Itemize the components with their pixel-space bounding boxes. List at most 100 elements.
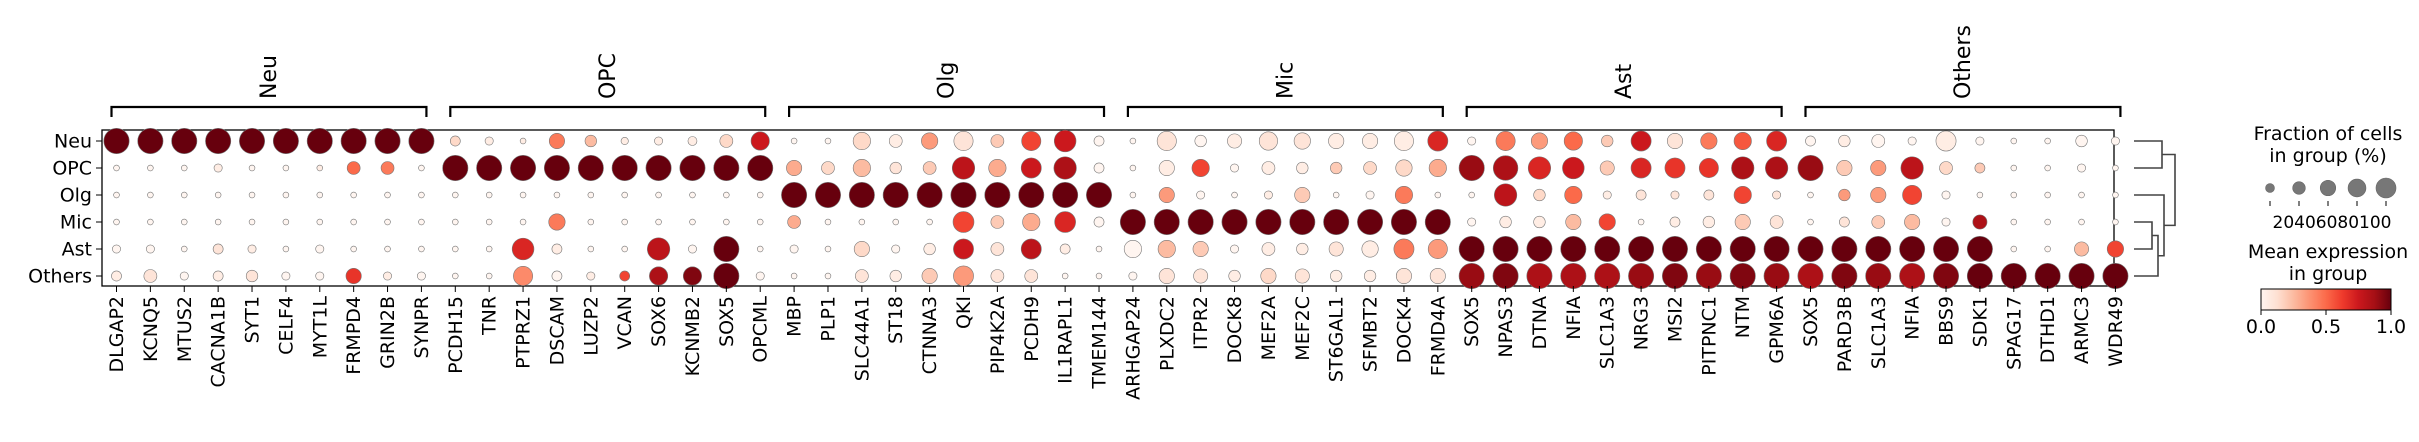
dot-neu-tmem144 [1093,135,1105,147]
dot-neu-slc1a3 [1601,134,1614,148]
dot-mic-msi2 [1669,216,1681,228]
dot-opc-sox5 [713,155,740,181]
dot-olg-spag17 [2010,191,2017,199]
dot-neu-slc1a3 [1871,134,1886,148]
dot-opc-sox5 [1458,155,1485,181]
dot-olg-dock8 [1231,191,1238,199]
dot-others-bbs9 [1933,263,1959,289]
dot-others-dock4 [1395,268,1412,284]
gene-label: PLXDC2 [1156,296,1178,371]
dot-mic-dscam [548,213,566,231]
dot-others-frmpd4 [345,268,362,284]
dot-ast-nfia [1899,236,1926,262]
gene-label: KCNQ5 [140,296,162,362]
size-legend-dot [2347,178,2367,198]
dot-opc-pcdh15 [442,155,469,181]
dot-opc-st18 [889,161,902,175]
dot-olg-il1rapl1 [1052,182,1079,208]
dot-others-nfia [1899,263,1926,289]
dot-others-gpm6a [1763,263,1790,289]
gene-label: ST6GAL1 [1326,296,1348,382]
gene-label: NRG3 [1631,296,1653,350]
gene-label: LUZP2 [580,296,602,356]
dot-opc-vcan [611,155,638,181]
colorbar-tick-label: 0.5 [2311,316,2341,338]
gene-label: CTNNA3 [919,296,941,374]
dendrogram-branch [2134,221,2153,250]
dot-ast-st6gal1 [1328,241,1344,257]
dot-opc-dock4 [1395,159,1413,177]
dot-others-slc1a3 [1594,263,1621,289]
gene-label: NFIA [1902,296,1924,340]
dot-opc-tnr [476,155,503,181]
dot-neu-pip4k2a [990,134,1005,148]
dot-others-tmem144 [1095,272,1103,280]
dot-olg-wdr49 [2112,191,2119,199]
dot-mic-st6gal1 [1323,209,1350,235]
gene-label: PTPRZ1 [513,296,535,369]
dot-ast-celf4 [282,245,290,253]
gene-group-label: Neu [257,55,282,99]
dot-ast-mef2c [1296,242,1309,256]
group-labels: Neu OPC Olg Mic Ast Others [28,131,102,288]
dot-opc-kcnmb2 [679,155,706,181]
dot-neu-cacna1b [205,128,232,154]
dot-neu-ntm [1733,131,1752,151]
dot-opc-sox5 [1797,155,1824,181]
dot-others-st6gal1 [1330,269,1343,283]
dot-opc-mef2c [1296,161,1309,175]
dot-mic-slc1a3 [1871,215,1886,229]
dot-others-pitpnc1 [1695,263,1722,289]
dot-others-nfia [1560,263,1587,289]
dot-neu-slc44a1 [852,131,871,151]
dot-olg-sox5 [1807,191,1814,199]
size-legend-values: 20406080100 [2273,213,2392,233]
dot-neu-mtus2 [171,128,198,154]
dot-neu-pcdh9 [1021,131,1042,151]
dot-others-myt1l [315,271,325,281]
dot-opc-pip4k2a [988,158,1007,178]
dendrogram-branch [2134,194,2165,257]
dot-mic-myt1l [316,218,323,226]
group-label: OPC [52,158,92,180]
dot-ast-gpm6a [1763,236,1790,262]
dot-opc-msi2 [1664,157,1686,179]
gene-label: QKI [953,296,975,329]
dot-neu-nfia [1907,136,1917,146]
dot-others-dlgap2 [111,270,122,282]
dot-olg-pard3b [1838,188,1851,202]
gene-label: MTUS2 [174,296,196,362]
dot-ast-dscam [551,243,563,255]
dot-neu-dscam [548,133,565,149]
gene-label: BBS9 [1936,296,1958,346]
bracket-ast [1465,105,1783,117]
gene-label: DLGAP2 [106,296,128,372]
dot-olg-arhgap24 [1129,191,1137,199]
dot-opc-luzp2 [577,155,604,181]
dot-opc-npas3 [1492,155,1519,181]
dot-neu-sox5 [1467,136,1477,146]
dot-ast-mtus2 [181,245,188,253]
dot-olg-bbs9 [1941,190,1951,200]
plot-area [101,128,2129,289]
dot-mic-ntm [1734,214,1751,230]
dot-neu-plxdc2 [1156,131,1177,151]
dot-ast-dtna [1526,236,1553,262]
dot-neu-bbs9 [1935,130,1957,152]
dot-neu-pitpnc1 [1700,132,1718,150]
dot-neu-pard3b [1838,134,1851,148]
dot-opc-syt1 [248,164,256,172]
dot-others-sox5 [713,263,740,289]
dot-ast-mef2a [1261,242,1276,256]
dot-olg-st18 [882,182,909,208]
dot-mic-vcan [621,218,628,226]
dot-ast-tmem144 [1095,245,1103,253]
colorbar-tick-label: 0.0 [2246,316,2276,338]
dot-opc-dscam [543,155,570,181]
dot-ast-plp1 [824,245,832,253]
gene-label: ARHGAP24 [1122,296,1144,400]
dot-olg-dthd1 [2044,191,2051,199]
bracket-mic [1126,105,1444,117]
dot-mic-pcdh9 [1022,212,1041,232]
dot-opc-qki [951,156,976,180]
